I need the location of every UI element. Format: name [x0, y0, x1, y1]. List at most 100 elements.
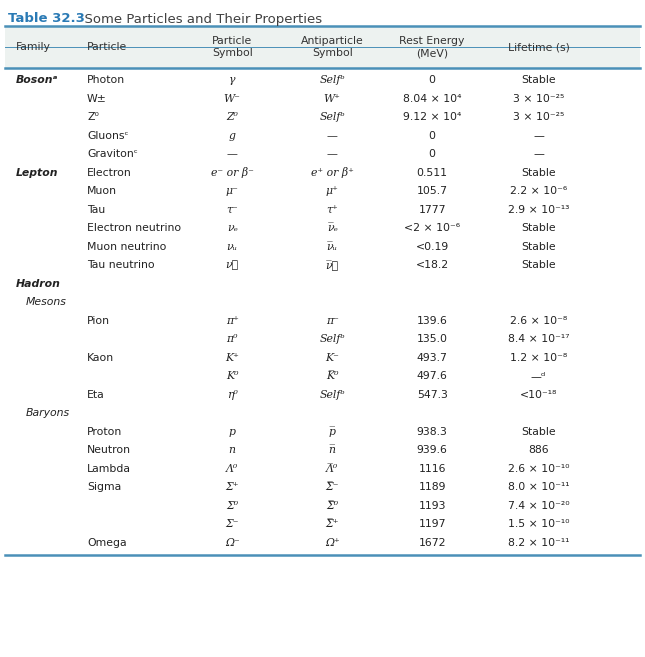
Text: K⁻: K⁻ — [325, 353, 339, 363]
Text: g: g — [229, 131, 235, 141]
Text: 886: 886 — [528, 445, 549, 455]
Text: 7.4 × 10⁻²⁰: 7.4 × 10⁻²⁰ — [508, 501, 570, 510]
Text: Pion: Pion — [87, 316, 110, 326]
Text: τ⁻: τ⁻ — [226, 205, 238, 215]
Text: 547.3: 547.3 — [417, 390, 448, 399]
Text: K̅⁰: K̅⁰ — [326, 371, 339, 381]
Text: Z⁰: Z⁰ — [226, 112, 238, 122]
Text: 8.4 × 10⁻¹⁷: 8.4 × 10⁻¹⁷ — [508, 334, 570, 344]
Text: 0: 0 — [429, 131, 435, 141]
Text: 8.0 × 10⁻¹¹: 8.0 × 10⁻¹¹ — [508, 482, 570, 492]
Text: Eta: Eta — [87, 390, 105, 399]
Text: η⁰: η⁰ — [227, 390, 237, 399]
Text: e⁻ or β⁻: e⁻ or β⁻ — [211, 168, 253, 178]
Text: Λ⁰: Λ⁰ — [226, 464, 238, 474]
Text: Tau neutrino: Tau neutrino — [87, 260, 155, 270]
Text: ν̅ₑ: ν̅ₑ — [327, 223, 337, 233]
Text: —ᵈ: —ᵈ — [531, 371, 546, 381]
Text: μ⁻: μ⁻ — [226, 186, 239, 196]
Text: 139.6: 139.6 — [417, 316, 448, 326]
Text: Stable: Stable — [521, 427, 556, 437]
Text: <10⁻¹⁸: <10⁻¹⁸ — [520, 390, 557, 399]
Text: Particle
Symbol: Particle Symbol — [212, 35, 253, 58]
Text: Stable: Stable — [521, 168, 556, 178]
Text: 0: 0 — [429, 149, 435, 159]
Text: τ⁺: τ⁺ — [326, 205, 338, 215]
Text: 3 × 10⁻²⁵: 3 × 10⁻²⁵ — [513, 112, 564, 122]
Text: —: — — [227, 149, 237, 159]
Text: 0: 0 — [429, 76, 435, 85]
Text: Selfᵇ: Selfᵇ — [319, 112, 345, 122]
Text: n̅: n̅ — [329, 445, 335, 455]
Text: Stable: Stable — [521, 260, 556, 270]
Text: 1189: 1189 — [419, 482, 446, 492]
Text: Selfᵇ: Selfᵇ — [319, 76, 345, 85]
Text: π⁻: π⁻ — [326, 316, 339, 326]
Text: Σ⁻: Σ⁻ — [226, 519, 239, 530]
Text: 135.0: 135.0 — [417, 334, 448, 344]
Text: W±: W± — [87, 94, 107, 104]
Text: p̅: p̅ — [329, 426, 335, 437]
Text: 8.2 × 10⁻¹¹: 8.2 × 10⁻¹¹ — [508, 537, 570, 548]
Text: 9.12 × 10⁴: 9.12 × 10⁴ — [403, 112, 461, 122]
Text: e⁺ or β⁺: e⁺ or β⁺ — [311, 168, 353, 178]
Text: ν̅ᵤ: ν̅ᵤ — [326, 242, 338, 252]
Text: νᵰ: νᵰ — [226, 260, 239, 270]
Text: Kaon: Kaon — [87, 353, 114, 363]
Text: W⁻: W⁻ — [224, 94, 241, 104]
Text: Electron neutrino: Electron neutrino — [87, 223, 181, 233]
Text: Σ̅⁻: Σ̅⁻ — [326, 482, 339, 492]
Text: —: — — [327, 149, 337, 159]
Text: Omega: Omega — [87, 537, 126, 548]
Text: 939.6: 939.6 — [417, 445, 448, 455]
Text: 1116: 1116 — [419, 464, 446, 474]
Text: μ⁺: μ⁺ — [326, 186, 339, 196]
Text: 1.5 × 10⁻¹⁰: 1.5 × 10⁻¹⁰ — [508, 519, 570, 530]
Text: 1193: 1193 — [419, 501, 446, 510]
Text: Baryons: Baryons — [26, 408, 70, 419]
Text: <2 × 10⁻⁶: <2 × 10⁻⁶ — [404, 223, 461, 233]
Text: K⁺: K⁺ — [225, 353, 239, 363]
Text: Family: Family — [16, 42, 51, 52]
Text: Muon: Muon — [87, 186, 117, 196]
Text: —: — — [533, 149, 544, 159]
Text: p: p — [229, 427, 235, 437]
Text: n: n — [229, 445, 235, 455]
Text: Σ̅⁺: Σ̅⁺ — [326, 519, 339, 530]
Text: 0.511: 0.511 — [417, 168, 448, 178]
Text: 493.7: 493.7 — [417, 353, 448, 363]
Text: Stable: Stable — [521, 223, 556, 233]
Text: π⁺: π⁺ — [226, 316, 239, 326]
Text: 938.3: 938.3 — [417, 427, 448, 437]
Text: Selfᵇ: Selfᵇ — [319, 390, 345, 399]
Text: 2.2 × 10⁻⁶: 2.2 × 10⁻⁶ — [510, 186, 567, 196]
Text: Σ⁺: Σ⁺ — [226, 482, 239, 492]
Text: 105.7: 105.7 — [417, 186, 448, 196]
Text: Some Particles and Their Properties: Some Particles and Their Properties — [76, 12, 322, 26]
Text: π⁰: π⁰ — [226, 334, 238, 344]
Text: ν̅ᵰ: ν̅ᵰ — [326, 260, 339, 271]
Text: Λ̅⁰: Λ̅⁰ — [326, 464, 338, 474]
Text: —: — — [327, 131, 337, 141]
Text: K⁰: K⁰ — [226, 371, 239, 381]
Text: Neutron: Neutron — [87, 445, 131, 455]
Text: 3 × 10⁻²⁵: 3 × 10⁻²⁵ — [513, 94, 564, 104]
Text: Rest Energy
(MeV): Rest Energy (MeV) — [399, 35, 465, 58]
Bar — [5, 26, 640, 68]
Text: Selfᵇ: Selfᵇ — [319, 334, 345, 344]
Text: 1672: 1672 — [419, 537, 446, 548]
Text: Proton: Proton — [87, 427, 123, 437]
Text: 8.04 × 10⁴: 8.04 × 10⁴ — [403, 94, 461, 104]
Text: Particle: Particle — [87, 42, 127, 52]
Text: Lambda: Lambda — [87, 464, 131, 474]
Text: Gluonsᶜ: Gluonsᶜ — [87, 131, 128, 141]
Text: 2.9 × 10⁻¹³: 2.9 × 10⁻¹³ — [508, 205, 570, 215]
Text: Muon neutrino: Muon neutrino — [87, 242, 166, 252]
Text: Hadron: Hadron — [16, 279, 61, 288]
Text: <0.19: <0.19 — [415, 242, 449, 252]
Text: Σ⁰: Σ⁰ — [226, 501, 238, 510]
Text: 1777: 1777 — [419, 205, 446, 215]
Text: <18.2: <18.2 — [415, 260, 449, 270]
Text: Photon: Photon — [87, 76, 125, 85]
Text: Antiparticle
Symbol: Antiparticle Symbol — [301, 35, 364, 58]
